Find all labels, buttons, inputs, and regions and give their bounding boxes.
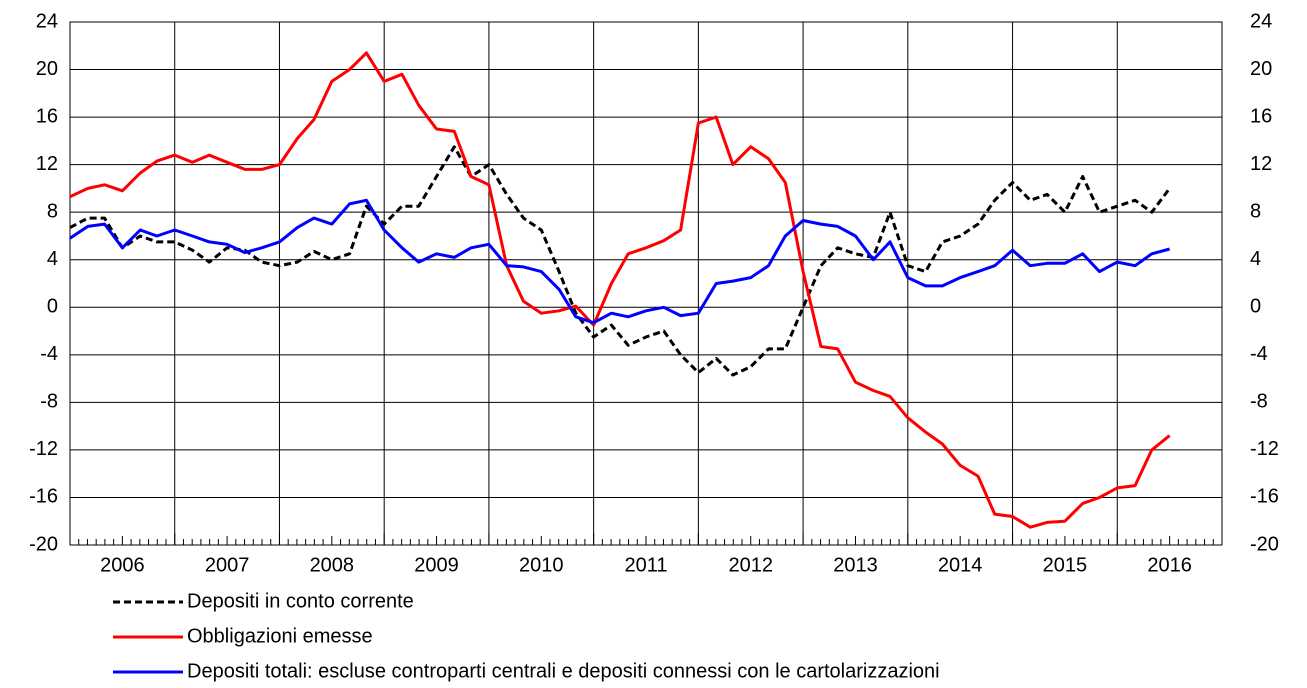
- plot-frame: [69, 21, 1223, 546]
- y-tick-label: -12: [29, 438, 58, 460]
- y-tick-label: 12: [36, 153, 58, 175]
- y-tick-label: -16: [29, 486, 58, 508]
- y2-tick-label: -16: [1250, 486, 1279, 508]
- y2-tick-label: 24: [1250, 10, 1272, 32]
- y-tick-label: 24: [36, 10, 58, 32]
- y2-tick-label: 12: [1250, 153, 1272, 175]
- y2-tick-label: 0: [1250, 296, 1261, 318]
- y2-tick-label: 4: [1250, 248, 1261, 270]
- x-tick-label: 2016: [1147, 554, 1192, 576]
- legend-label: Obbligazioni emesse: [187, 625, 373, 647]
- y2-tick-label: 8: [1250, 200, 1261, 222]
- legend-label: Depositi totali: escluse controparti cen…: [187, 660, 940, 682]
- x-tick-label: 2013: [833, 554, 878, 576]
- x-tick-label: 2008: [310, 554, 355, 576]
- y-tick-label: -20: [29, 533, 58, 555]
- series-line: [69, 198, 1170, 325]
- x-tick-label: 2012: [728, 554, 773, 576]
- y2-tick-label: -20: [1250, 533, 1279, 555]
- y-tick-label: 8: [47, 200, 58, 222]
- x-tick-label: 2014: [938, 554, 983, 576]
- x-tick-label: 2007: [205, 554, 250, 576]
- y2-tick-label: -8: [1250, 391, 1268, 413]
- y-tick-label: 16: [36, 105, 58, 127]
- y-tick-label: 0: [47, 296, 58, 318]
- x-tick-label: 2011: [624, 554, 667, 576]
- series-line: [69, 51, 1171, 529]
- y-tick-label: -4: [40, 343, 58, 365]
- y2-tick-label: -12: [1250, 438, 1279, 460]
- x-tick-label: 2006: [100, 554, 145, 576]
- x-tick-label: 2015: [1043, 554, 1088, 576]
- y2-tick-label: -4: [1250, 343, 1268, 365]
- y-tick-label: 4: [47, 248, 58, 270]
- y2-tick-label: 20: [1250, 58, 1272, 80]
- x-tick-label: 2009: [414, 554, 459, 576]
- x-tick-label: 2010: [519, 554, 564, 576]
- series-line: [69, 145, 1171, 377]
- y2-tick-label: 16: [1250, 105, 1272, 127]
- y-tick-label: 20: [36, 58, 58, 80]
- y-tick-label: -8: [40, 391, 58, 413]
- legend-label: Depositi in conto corrente: [187, 590, 414, 612]
